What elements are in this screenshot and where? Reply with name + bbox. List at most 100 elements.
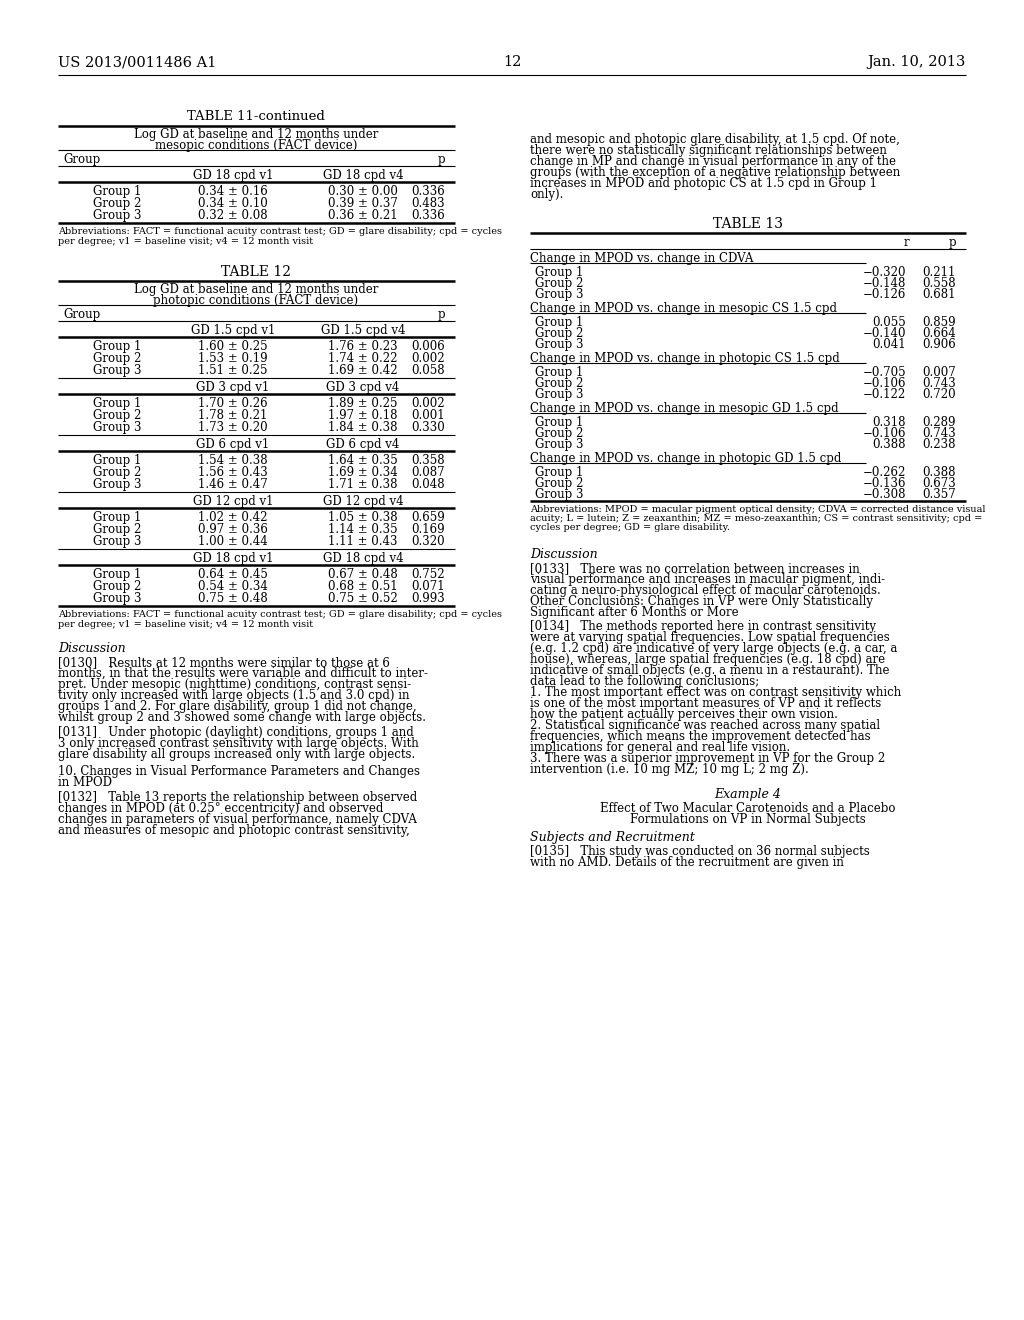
Text: per degree; v1 = baseline visit; v4 = 12 month visit: per degree; v1 = baseline visit; v4 = 12… (58, 238, 313, 246)
Text: Group 2: Group 2 (93, 409, 141, 422)
Text: 10. Changes in Visual Performance Parameters and Changes: 10. Changes in Visual Performance Parame… (58, 766, 420, 777)
Text: Group: Group (63, 153, 100, 166)
Text: GD 18 cpd v4: GD 18 cpd v4 (323, 552, 403, 565)
Text: Abbreviations: FACT = functional acuity contrast test; GD = glare disability; cp: Abbreviations: FACT = functional acuity … (58, 227, 502, 236)
Text: 0.906: 0.906 (923, 338, 956, 351)
Text: only).: only). (530, 187, 563, 201)
Text: Group 2: Group 2 (535, 378, 584, 389)
Text: 0.30 ± 0.00: 0.30 ± 0.00 (328, 185, 398, 198)
Text: 3 only increased contrast sensitivity with large objects. With: 3 only increased contrast sensitivity wi… (58, 737, 419, 750)
Text: 0.071: 0.071 (412, 579, 445, 593)
Text: 1.76 ± 0.23: 1.76 ± 0.23 (328, 341, 397, 352)
Text: 1.00 ± 0.44: 1.00 ± 0.44 (198, 535, 268, 548)
Text: GD 1.5 cpd v4: GD 1.5 cpd v4 (321, 323, 406, 337)
Text: how the patient actually perceives their own vision.: how the patient actually perceives their… (530, 708, 838, 721)
Text: 3. There was a superior improvement in VP for the Group 2: 3. There was a superior improvement in V… (530, 752, 886, 766)
Text: −0.106: −0.106 (862, 426, 906, 440)
Text: groups (with the exception of a negative relationship between: groups (with the exception of a negative… (530, 166, 900, 180)
Text: TABLE 11-continued: TABLE 11-continued (187, 110, 325, 123)
Text: were at varying spatial frequencies. Low spatial frequencies: were at varying spatial frequencies. Low… (530, 631, 890, 644)
Text: −0.136: −0.136 (862, 477, 906, 490)
Text: 1.71 ± 0.38: 1.71 ± 0.38 (329, 478, 397, 491)
Text: 0.75 ± 0.48: 0.75 ± 0.48 (198, 591, 268, 605)
Text: Group 2: Group 2 (535, 426, 584, 440)
Text: per degree; v1 = baseline visit; v4 = 12 month visit: per degree; v1 = baseline visit; v4 = 12… (58, 620, 313, 630)
Text: Group 1: Group 1 (535, 267, 584, 279)
Text: Group 1: Group 1 (93, 397, 141, 411)
Text: TABLE 12: TABLE 12 (221, 265, 291, 279)
Text: 0.336: 0.336 (412, 185, 445, 198)
Text: r: r (903, 236, 909, 249)
Text: there were no statistically significant relationships between: there were no statistically significant … (530, 144, 887, 157)
Text: −0.320: −0.320 (862, 267, 906, 279)
Text: frequencies, which means the improvement detected has: frequencies, which means the improvement… (530, 730, 870, 743)
Text: −0.126: −0.126 (862, 288, 906, 301)
Text: Group: Group (63, 308, 100, 321)
Text: 1.54 ± 0.38: 1.54 ± 0.38 (199, 454, 268, 467)
Text: GD 18 cpd v4: GD 18 cpd v4 (323, 169, 403, 182)
Text: 0.358: 0.358 (412, 454, 445, 467)
Text: 0.743: 0.743 (923, 426, 956, 440)
Text: 0.68 ± 0.51: 0.68 ± 0.51 (328, 579, 397, 593)
Text: 1.74 ± 0.22: 1.74 ± 0.22 (329, 352, 397, 366)
Text: Group 3: Group 3 (535, 288, 584, 301)
Text: 1.89 ± 0.25: 1.89 ± 0.25 (329, 397, 397, 411)
Text: Log GD at baseline and 12 months under: Log GD at baseline and 12 months under (134, 282, 378, 296)
Text: (e.g. 1.2 cpd) are indicative of very large objects (e.g. a car, a: (e.g. 1.2 cpd) are indicative of very la… (530, 642, 897, 655)
Text: −0.308: −0.308 (862, 488, 906, 502)
Text: 0.289: 0.289 (923, 416, 956, 429)
Text: US 2013/0011486 A1: US 2013/0011486 A1 (58, 55, 216, 69)
Text: Group 2: Group 2 (93, 352, 141, 366)
Text: and mesopic and photopic glare disability, at 1.5 cpd. Of note,: and mesopic and photopic glare disabilit… (530, 133, 900, 147)
Text: groups 1 and 2. For glare disability, group 1 did not change,: groups 1 and 2. For glare disability, gr… (58, 700, 417, 713)
Text: −0.106: −0.106 (862, 378, 906, 389)
Text: 0.041: 0.041 (872, 338, 906, 351)
Text: 1.53 ± 0.19: 1.53 ± 0.19 (199, 352, 268, 366)
Text: Effect of Two Macular Carotenoids and a Placebo: Effect of Two Macular Carotenoids and a … (600, 803, 896, 814)
Text: 1.78 ± 0.21: 1.78 ± 0.21 (199, 409, 267, 422)
Text: months, in that the results were variable and difficult to inter-: months, in that the results were variabl… (58, 667, 428, 680)
Text: in MPOD: in MPOD (58, 776, 112, 789)
Text: p: p (437, 153, 445, 166)
Text: 1.05 ± 0.38: 1.05 ± 0.38 (328, 511, 397, 524)
Text: GD 6 cpd v4: GD 6 cpd v4 (327, 438, 399, 451)
Text: 0.36 ± 0.21: 0.36 ± 0.21 (328, 209, 397, 222)
Text: 0.681: 0.681 (923, 288, 956, 301)
Text: GD 3 cpd v4: GD 3 cpd v4 (327, 381, 399, 393)
Text: 0.993: 0.993 (412, 591, 445, 605)
Text: 0.357: 0.357 (923, 488, 956, 502)
Text: 0.058: 0.058 (412, 364, 445, 378)
Text: intervention (i.e. 10 mg MZ; 10 mg L; 2 mg Z).: intervention (i.e. 10 mg MZ; 10 mg L; 2 … (530, 763, 809, 776)
Text: 0.39 ± 0.37: 0.39 ± 0.37 (328, 197, 398, 210)
Text: Group 3: Group 3 (535, 488, 584, 502)
Text: GD 6 cpd v1: GD 6 cpd v1 (197, 438, 269, 451)
Text: mesopic conditions (FACT device): mesopic conditions (FACT device) (155, 139, 357, 152)
Text: 0.211: 0.211 (923, 267, 956, 279)
Text: Discussion: Discussion (530, 548, 598, 561)
Text: change in MP and change in visual performance in any of the: change in MP and change in visual perfor… (530, 154, 896, 168)
Text: Group 3: Group 3 (93, 478, 141, 491)
Text: 0.664: 0.664 (923, 327, 956, 341)
Text: 1.51 ± 0.25: 1.51 ± 0.25 (199, 364, 267, 378)
Text: Change in MPOD vs. change in photopic GD 1.5 cpd: Change in MPOD vs. change in photopic GD… (530, 451, 842, 465)
Text: is one of the most important measures of VP and it reflects: is one of the most important measures of… (530, 697, 882, 710)
Text: GD 12 cpd v4: GD 12 cpd v4 (323, 495, 403, 508)
Text: 1.69 ± 0.34: 1.69 ± 0.34 (328, 466, 398, 479)
Text: Group 2: Group 2 (535, 477, 584, 490)
Text: house), whereas, large spatial frequencies (e.g. 18 cpd) are: house), whereas, large spatial frequenci… (530, 653, 885, 667)
Text: Log GD at baseline and 12 months under: Log GD at baseline and 12 months under (134, 128, 378, 141)
Text: p: p (437, 308, 445, 321)
Text: 0.087: 0.087 (412, 466, 445, 479)
Text: 1.56 ± 0.43: 1.56 ± 0.43 (198, 466, 268, 479)
Text: p: p (948, 236, 956, 249)
Text: 0.659: 0.659 (412, 511, 445, 524)
Text: cating a neuro-physiological effect of macular carotenoids.: cating a neuro-physiological effect of m… (530, 583, 881, 597)
Text: 0.320: 0.320 (412, 535, 445, 548)
Text: 0.002: 0.002 (412, 397, 445, 411)
Text: 0.388: 0.388 (872, 438, 906, 451)
Text: Group 1: Group 1 (93, 454, 141, 467)
Text: 0.34 ± 0.10: 0.34 ± 0.10 (198, 197, 268, 210)
Text: 0.54 ± 0.34: 0.54 ± 0.34 (198, 579, 268, 593)
Text: 0.002: 0.002 (412, 352, 445, 366)
Text: 0.169: 0.169 (412, 523, 445, 536)
